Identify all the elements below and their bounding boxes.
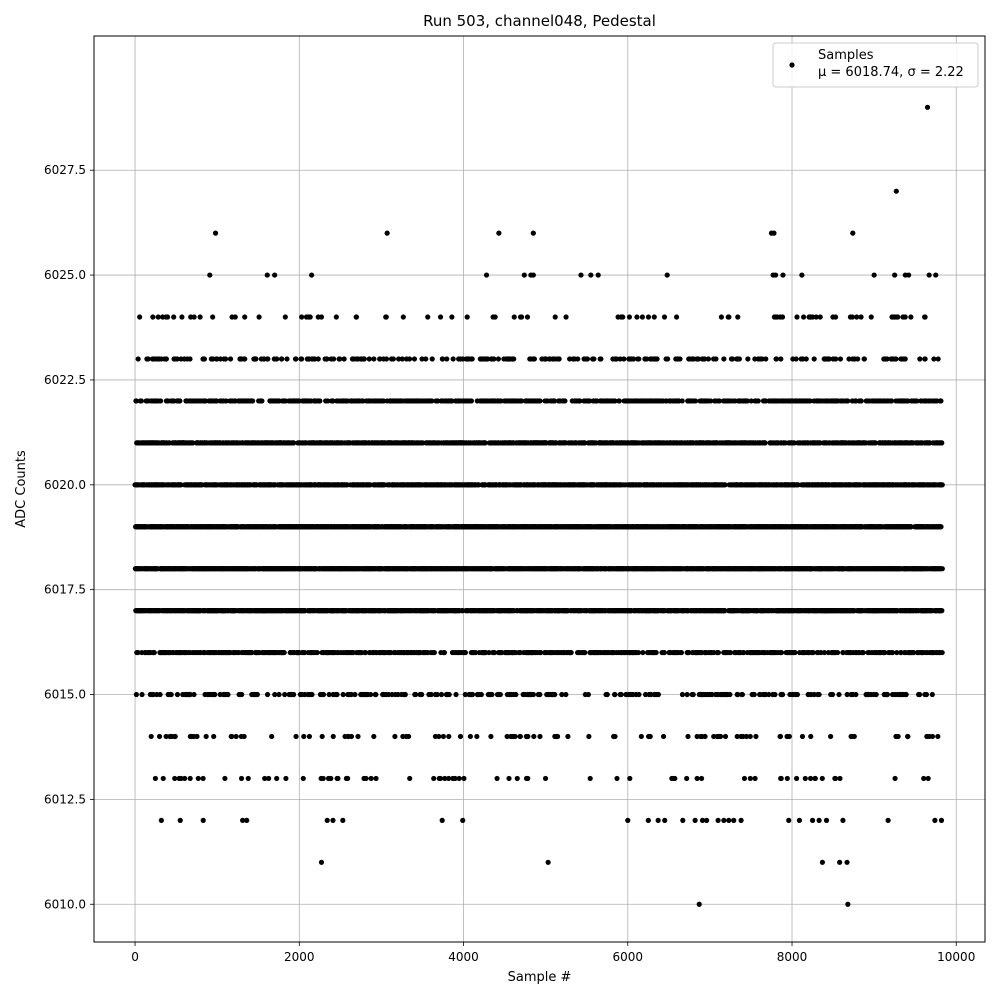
sample-point xyxy=(661,649,667,656)
sample-point xyxy=(135,649,141,656)
sample-point xyxy=(582,649,588,656)
sample-point xyxy=(301,649,308,656)
sample-point xyxy=(938,524,944,530)
sample-point xyxy=(431,649,437,656)
sample-point xyxy=(441,649,448,656)
sample-point xyxy=(939,566,945,572)
sample-point xyxy=(939,608,945,614)
sample-point xyxy=(910,649,917,656)
sample-point xyxy=(894,649,900,656)
sample-point xyxy=(840,649,846,656)
sample-point xyxy=(686,649,692,656)
sample-point xyxy=(538,649,544,656)
sample-point xyxy=(821,649,828,656)
sample-point xyxy=(653,649,659,656)
sample-point xyxy=(939,649,945,656)
sample-point xyxy=(898,649,904,656)
sample-point xyxy=(727,649,733,656)
sample-point xyxy=(640,649,646,656)
sample-point xyxy=(715,649,722,656)
sample-point xyxy=(678,649,685,656)
scatter-points xyxy=(132,104,945,907)
sample-point xyxy=(792,649,798,656)
sample-point xyxy=(778,649,785,656)
sample-point xyxy=(741,649,747,656)
sample-point xyxy=(635,649,642,656)
sample-point xyxy=(568,649,574,656)
sample-point xyxy=(491,649,498,656)
sample-point xyxy=(462,649,469,656)
sample-point xyxy=(810,649,816,656)
sample-point xyxy=(362,649,369,656)
sample-point xyxy=(281,649,287,656)
sample-point xyxy=(486,649,492,656)
sample-point xyxy=(314,649,320,656)
sample-point xyxy=(889,649,896,656)
plot-background xyxy=(94,36,985,942)
sample-point xyxy=(882,649,888,656)
sample-point xyxy=(472,649,479,656)
sample-point xyxy=(151,649,157,656)
sample-point xyxy=(722,608,728,614)
sample-point xyxy=(834,649,841,656)
sample-point xyxy=(860,649,866,656)
